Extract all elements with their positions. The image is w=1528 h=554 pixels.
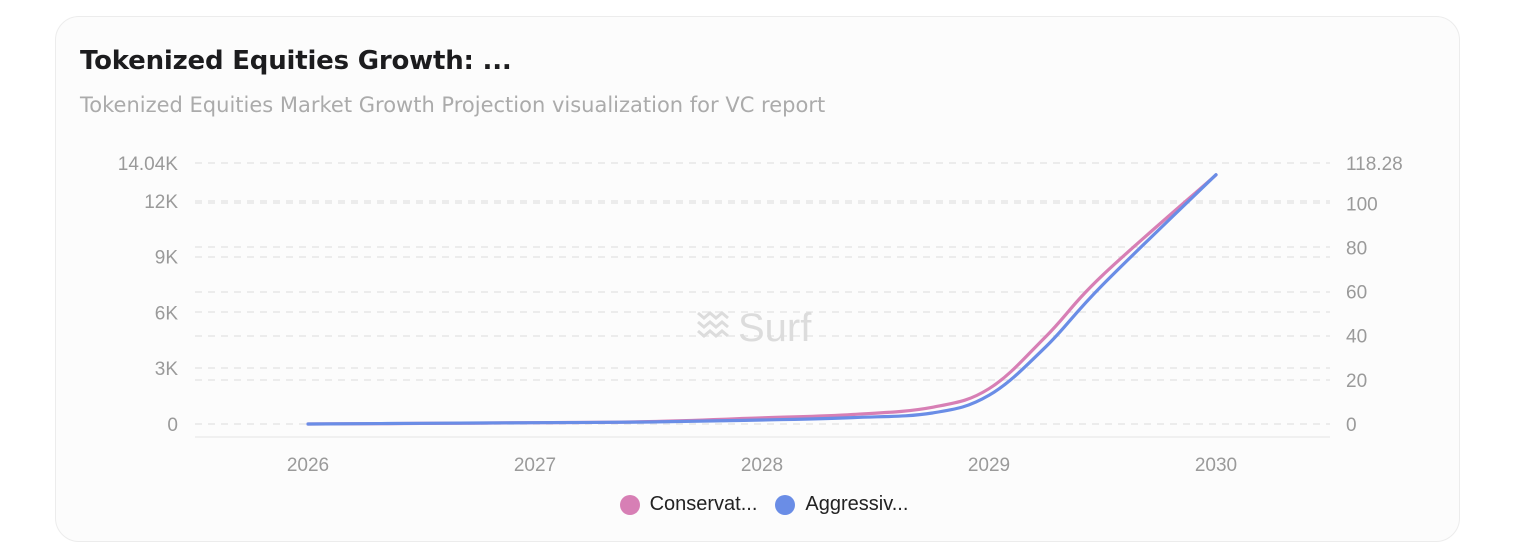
legend-label-aggressive: Aggressiv... [805, 493, 909, 515]
x-tick-label: 2026 [287, 455, 329, 476]
y-left-tick-label: 12K [144, 192, 178, 213]
x-tick-label: 2030 [1195, 455, 1237, 476]
legend-dot-conservative [619, 494, 640, 515]
y-left-tick-label: 6K [155, 303, 179, 324]
y-left-tick-label: 3K [155, 359, 179, 380]
grid-lines [195, 162, 1330, 438]
legend-dot-aggressive [775, 494, 796, 515]
y-right-tick-label: 60 [1346, 283, 1367, 304]
legend-item-conservative[interactable]: Conservat... [619, 493, 758, 516]
series-lines [306, 173, 1218, 426]
series-line-aggressive[interactable] [306, 173, 1218, 426]
x-axis: 2026 2027 2028 2029 2030 [287, 455, 1237, 476]
y-left-tick-label: 9K [155, 248, 179, 269]
y-left-tick-label: 14.04K [118, 154, 179, 175]
legend-label-conservative: Conservat... [649, 493, 758, 515]
watermark-text: Surf [738, 306, 812, 350]
y-axis-right: 0 20 40 60 80 100 118.28 [1346, 154, 1403, 436]
x-tick-label: 2028 [741, 455, 783, 476]
legend: Conservat... Aggressiv... [0, 493, 1528, 516]
y-right-tick-label: 100 [1346, 194, 1378, 215]
x-tick-label: 2027 [514, 455, 556, 476]
legend-item-aggressive[interactable]: Aggressiv... [775, 493, 908, 516]
series-line-conservative[interactable] [306, 173, 1218, 426]
y-right-tick-label: 20 [1346, 371, 1367, 392]
y-right-tick-label: 0 [1346, 415, 1357, 436]
x-tick-label: 2029 [968, 455, 1010, 476]
chart-title: Tokenized Equities Growth: ... [80, 46, 512, 76]
chart-subtitle: Tokenized Equities Market Growth Project… [80, 93, 826, 117]
y-left-tick-label: 0 [167, 415, 178, 436]
y-right-tick-label: 80 [1346, 238, 1367, 259]
y-axis-left: 0 3K 6K 9K 12K 14.04K [118, 154, 179, 436]
y-right-tick-label: 40 [1346, 327, 1367, 348]
y-right-tick-label: 118.28 [1346, 154, 1403, 175]
chart-card [55, 16, 1460, 542]
watermark-logo-icon [697, 311, 729, 338]
